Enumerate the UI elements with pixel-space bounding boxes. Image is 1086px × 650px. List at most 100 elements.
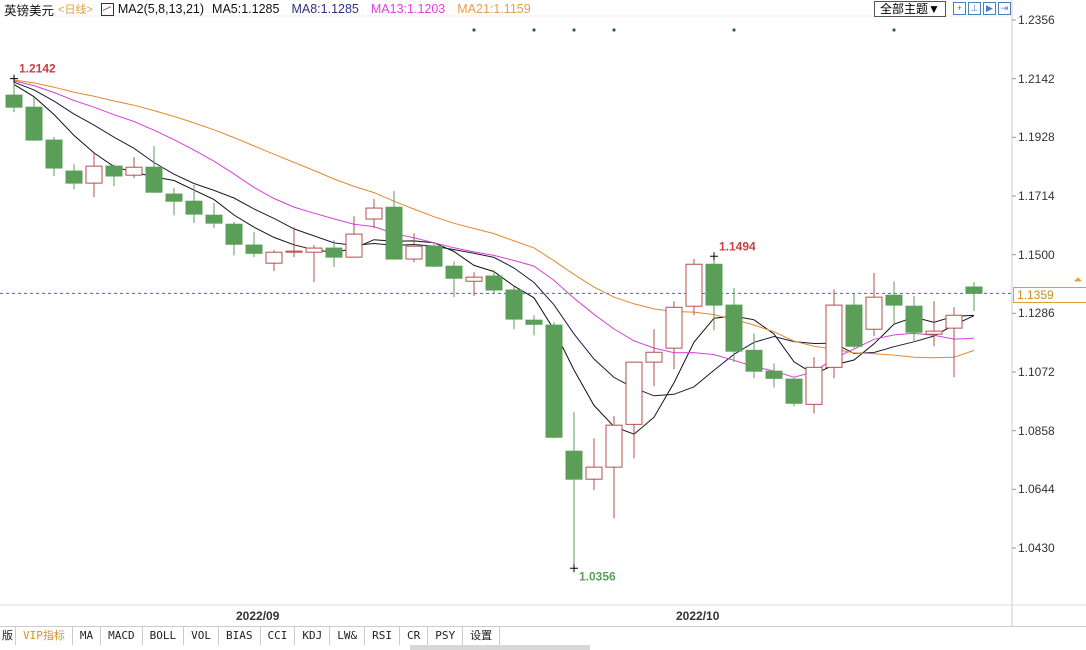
- indicator-tab[interactable]: MACD: [101, 627, 143, 645]
- candle-up: [605, 424, 623, 468]
- candle-up: [345, 233, 363, 258]
- horizontal-scrollbar[interactable]: [410, 645, 590, 650]
- candle-down: [65, 170, 83, 184]
- candle-down: [425, 245, 443, 267]
- candle-up: [285, 250, 303, 253]
- jump-end-icon[interactable]: ⇥: [998, 2, 1011, 15]
- step-icon[interactable]: ▶: [983, 2, 996, 15]
- indicator-tabs: 版 VIP指标 MA MACD BOLL VOL BIAS CCI KDJ LW& RSI CR PSY…: [0, 626, 1086, 645]
- candle-up: [405, 245, 423, 260]
- candle-down: [25, 106, 43, 141]
- event-marker: [532, 28, 536, 32]
- ma21-value: MA21:1.1159: [457, 2, 531, 16]
- extreme-cross-icon: [570, 564, 578, 573]
- theme-select[interactable]: 全部主题▼: [874, 1, 946, 17]
- symbol-name: 英镑美元: [4, 3, 55, 18]
- indicator-tab[interactable]: MA: [73, 627, 102, 645]
- chart-header: 英镑美元 <日线> MA2(5,8,13,21) MA5:1.1285 MA8:…: [4, 1, 531, 18]
- indicator-tab[interactable]: RSI: [365, 627, 400, 645]
- price-tick-label: 1.0430: [1018, 541, 1055, 555]
- candle-up: [85, 165, 103, 184]
- period-selector[interactable]: <日线>: [58, 4, 93, 16]
- candle-down: [725, 304, 743, 352]
- price-tick-label: 1.1286: [1018, 306, 1055, 321]
- candle-down: [845, 304, 863, 347]
- candle-up: [945, 314, 963, 329]
- extreme-price-label: 1.2142: [19, 62, 56, 76]
- extreme-price-label: 1.1494: [719, 239, 756, 253]
- candle-down: [385, 206, 403, 260]
- indicator-tab[interactable]: BIAS: [219, 627, 261, 645]
- candle-down: [525, 319, 543, 325]
- extreme-price-label: 1.0356: [579, 569, 616, 583]
- candle-up: [925, 330, 943, 335]
- candle-down: [785, 378, 803, 404]
- ma5-value: MA5:1.1285: [212, 2, 280, 16]
- candle-down: [445, 265, 463, 279]
- candle-up: [805, 366, 823, 405]
- candle-down: [565, 450, 583, 480]
- candle-down: [765, 370, 783, 379]
- candle-down: [205, 214, 223, 224]
- indicator-tab[interactable]: CCI: [261, 627, 296, 645]
- current-price-arrow-icon: [1074, 277, 1082, 282]
- extreme-cross-icon: [710, 252, 718, 261]
- candle-up: [825, 304, 843, 368]
- candle-up: [585, 466, 603, 480]
- event-marker: [472, 28, 476, 32]
- ma13-value: MA13:1.1203: [370, 2, 446, 16]
- candle-down: [905, 305, 923, 333]
- candle-up: [305, 247, 323, 253]
- price-tick-label: 1.2356: [1018, 13, 1055, 27]
- crosshair-icon[interactable]: +: [953, 2, 966, 15]
- zoom-in-icon[interactable]: ⊥: [968, 2, 981, 15]
- candle-down: [505, 289, 523, 320]
- indicator-chart-icon[interactable]: [100, 2, 114, 16]
- price-tick-label: 1.1928: [1018, 130, 1055, 145]
- ma8-line: [13, 81, 975, 397]
- event-marker: [732, 28, 736, 32]
- event-marker: [892, 28, 896, 32]
- candle-down: [145, 166, 163, 193]
- indicator-tab[interactable]: VIP指标: [16, 627, 73, 645]
- candle-down: [885, 294, 903, 306]
- extreme-cross-icon: [10, 74, 18, 83]
- ma5-line: [13, 83, 975, 435]
- indicator-tab[interactable]: 设置: [463, 627, 501, 645]
- candle-down: [165, 193, 183, 202]
- ma8-value: MA8:1.1285: [291, 2, 359, 16]
- indicator-tab[interactable]: CR: [400, 627, 429, 645]
- candle-down: [45, 139, 63, 169]
- candle-up: [865, 296, 883, 330]
- date-label-oct: 2022/10: [676, 609, 720, 623]
- indicator-tab[interactable]: BOLL: [143, 627, 185, 645]
- price-tick-label: 1.1500: [1018, 247, 1055, 262]
- candle-up: [125, 166, 143, 176]
- candle-down: [325, 247, 343, 258]
- indicator-tab[interactable]: PSY: [428, 627, 464, 645]
- price-tick-label: 1.0644: [1018, 482, 1055, 497]
- candle-up: [665, 306, 683, 349]
- indicator-name: MA2(5,8,13,21): [117, 2, 205, 16]
- candle-down: [485, 275, 503, 291]
- candle-down: [245, 244, 263, 254]
- candle-up: [625, 361, 643, 425]
- candle-down: [545, 324, 563, 438]
- candle-up: [645, 351, 663, 363]
- candle-down: [225, 223, 243, 245]
- date-label-sep: 2022/09: [236, 609, 280, 623]
- candle-up: [265, 251, 283, 264]
- indicator-tab[interactable]: 版: [0, 627, 16, 645]
- candle-up: [465, 276, 483, 282]
- candle-up: [685, 263, 703, 307]
- indicator-tab[interactable]: KDJ: [295, 627, 331, 645]
- candle-down: [185, 200, 203, 215]
- candle-down: [705, 263, 723, 306]
- price-tick-label: 1.1072: [1018, 365, 1055, 379]
- candle-up: [365, 207, 383, 220]
- candle-down: [105, 165, 123, 177]
- event-marker: [572, 28, 576, 32]
- indicator-tab[interactable]: VOL: [184, 627, 219, 645]
- indicator-tab[interactable]: LW&: [330, 627, 366, 645]
